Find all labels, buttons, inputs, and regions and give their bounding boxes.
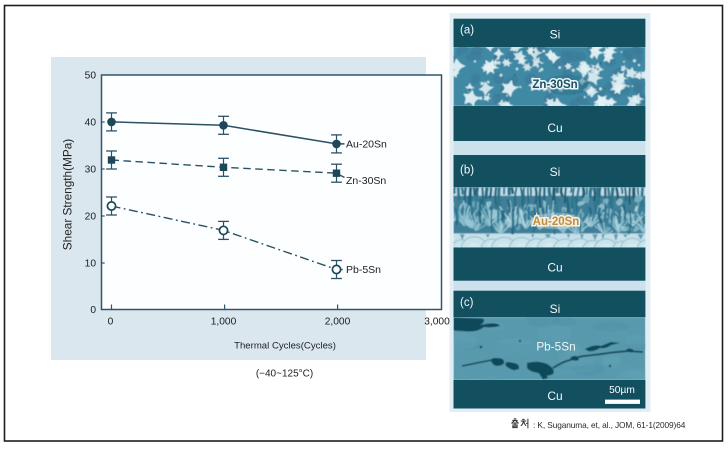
svg-text:0: 0 bbox=[90, 305, 96, 316]
svg-text:Pb-5Sn: Pb-5Sn bbox=[346, 264, 381, 276]
svg-text:50µm: 50µm bbox=[609, 385, 635, 396]
svg-text:0: 0 bbox=[108, 317, 114, 328]
svg-text:Cu: Cu bbox=[547, 121, 562, 135]
svg-text:Si: Si bbox=[550, 28, 561, 42]
svg-text:Si: Si bbox=[550, 165, 561, 179]
svg-text:1,000: 1,000 bbox=[211, 317, 237, 328]
svg-text:Cu: Cu bbox=[547, 261, 562, 275]
svg-text:Cu: Cu bbox=[547, 389, 562, 403]
svg-text:10: 10 bbox=[85, 259, 97, 270]
svg-text:Au-20Sn: Au-20Sn bbox=[346, 138, 387, 150]
svg-text:Zn-30Sn: Zn-30Sn bbox=[346, 175, 386, 187]
svg-text:40: 40 bbox=[85, 118, 97, 129]
svg-text:3,000: 3,000 bbox=[424, 317, 450, 328]
svg-text:50: 50 bbox=[85, 71, 97, 82]
svg-text:Si: Si bbox=[550, 302, 561, 316]
svg-text:Zn-30Sn: Zn-30Sn bbox=[532, 79, 577, 91]
svg-text:: K, Suganuma, et, al., JOM, 6: : K, Suganuma, et, al., JOM, 61-1(2009)6… bbox=[533, 420, 686, 430]
svg-text:Shear Strength(MPa): Shear Strength(MPa) bbox=[61, 139, 75, 251]
svg-text:30: 30 bbox=[85, 165, 97, 176]
svg-text:Pb-5Sn: Pb-5Sn bbox=[536, 340, 575, 354]
svg-text:2,000: 2,000 bbox=[325, 317, 351, 328]
svg-text:(c): (c) bbox=[460, 297, 474, 309]
svg-text:(−40~125°C): (−40~125°C) bbox=[256, 368, 313, 379]
svg-text:(b): (b) bbox=[460, 165, 474, 177]
svg-text:(a): (a) bbox=[460, 25, 474, 37]
svg-text:20: 20 bbox=[85, 212, 97, 223]
svg-text:Au-20Sn: Au-20Sn bbox=[533, 216, 580, 228]
svg-text:Thermal Cycles(Cycles): Thermal Cycles(Cycles) bbox=[234, 340, 336, 351]
